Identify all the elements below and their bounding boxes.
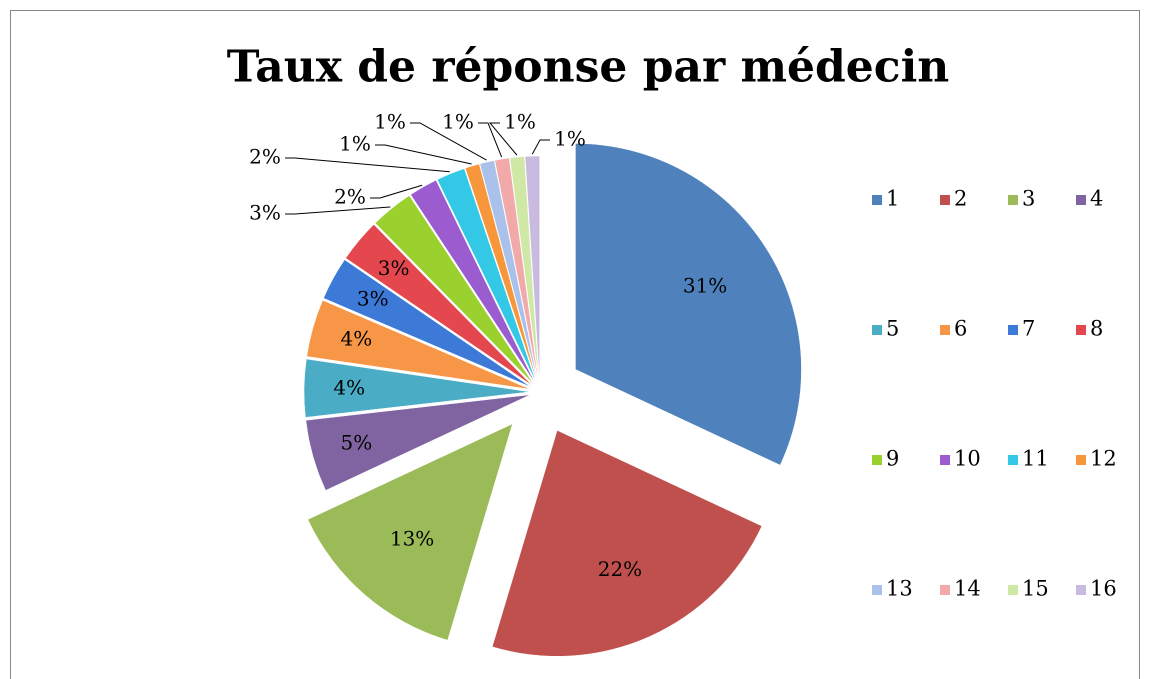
data-label: 4% [341, 327, 373, 351]
legend-label: 10 [954, 447, 981, 471]
legend-label: 12 [1090, 447, 1117, 471]
data-label: 1% [554, 127, 586, 151]
pie-slice [323, 259, 532, 388]
legend-swatch [1008, 585, 1018, 595]
pie-slice [464, 163, 538, 383]
pie-slice [306, 299, 531, 390]
pie-slice [305, 394, 531, 491]
leader-line [285, 206, 391, 215]
legend-swatch [940, 585, 950, 595]
pie-slice [307, 423, 513, 641]
pie-slice [436, 168, 537, 383]
data-label: 31% [683, 273, 727, 297]
legend-swatch [872, 195, 882, 205]
pie-slice [374, 195, 534, 385]
pie-slice [491, 429, 763, 657]
legend-swatch [940, 325, 950, 335]
data-label: 3% [378, 256, 410, 280]
pie-slice [524, 155, 540, 383]
legend-swatch [872, 325, 882, 335]
leader-line [375, 144, 472, 165]
legend-swatch [1008, 455, 1018, 465]
data-label: 1% [374, 110, 406, 134]
leader-line [531, 139, 550, 155]
legend-label: 8 [1090, 317, 1103, 341]
leader-line [488, 122, 518, 156]
leader-line [410, 122, 487, 161]
data-label: 2% [334, 185, 366, 209]
legend-label: 4 [1090, 187, 1103, 211]
legend-label: 14 [954, 577, 981, 601]
legend-label: 1 [886, 187, 899, 211]
pie-slice [575, 143, 802, 466]
pie-slice [345, 224, 533, 386]
legend-label: 3 [1022, 187, 1035, 211]
data-label: 1% [504, 110, 536, 134]
pie-slice [509, 156, 540, 383]
data-label: 5% [341, 430, 373, 454]
legend-label: 13 [886, 577, 913, 601]
pie-slice [303, 358, 531, 418]
legend-swatch [1008, 195, 1018, 205]
data-label: 1% [442, 110, 474, 134]
legend-swatch [1076, 325, 1086, 335]
data-label: 22% [598, 557, 642, 581]
legend-label: 7 [1022, 317, 1035, 341]
chart-title: Taux de réponse par médecin [227, 42, 950, 93]
leader-line [478, 122, 503, 158]
data-label: 13% [390, 527, 434, 551]
legend-swatch [1076, 195, 1086, 205]
leader-line [285, 157, 450, 173]
data-label: 3% [357, 287, 389, 311]
legend-label: 16 [1090, 577, 1117, 601]
legend-swatch [940, 195, 950, 205]
legend-swatch [872, 585, 882, 595]
legend-swatch [1008, 325, 1018, 335]
legend-swatch [1076, 585, 1086, 595]
legend-label: 6 [954, 317, 967, 341]
pie-slice [410, 179, 536, 384]
legend-swatch [1076, 455, 1086, 465]
legend-label: 5 [886, 317, 899, 341]
pie-slice [479, 160, 538, 383]
data-label: 4% [333, 375, 365, 399]
leader-line [370, 184, 423, 199]
legend-label: 15 [1022, 577, 1049, 601]
legend-swatch [872, 455, 882, 465]
legend-label: 9 [886, 447, 899, 471]
legend-label: 11 [1022, 447, 1049, 471]
pie-slice [494, 157, 539, 383]
data-label: 3% [249, 201, 281, 225]
legend-swatch [940, 455, 950, 465]
legend-label: 2 [954, 187, 967, 211]
data-label: 2% [249, 145, 281, 169]
data-label: 1% [339, 132, 371, 156]
